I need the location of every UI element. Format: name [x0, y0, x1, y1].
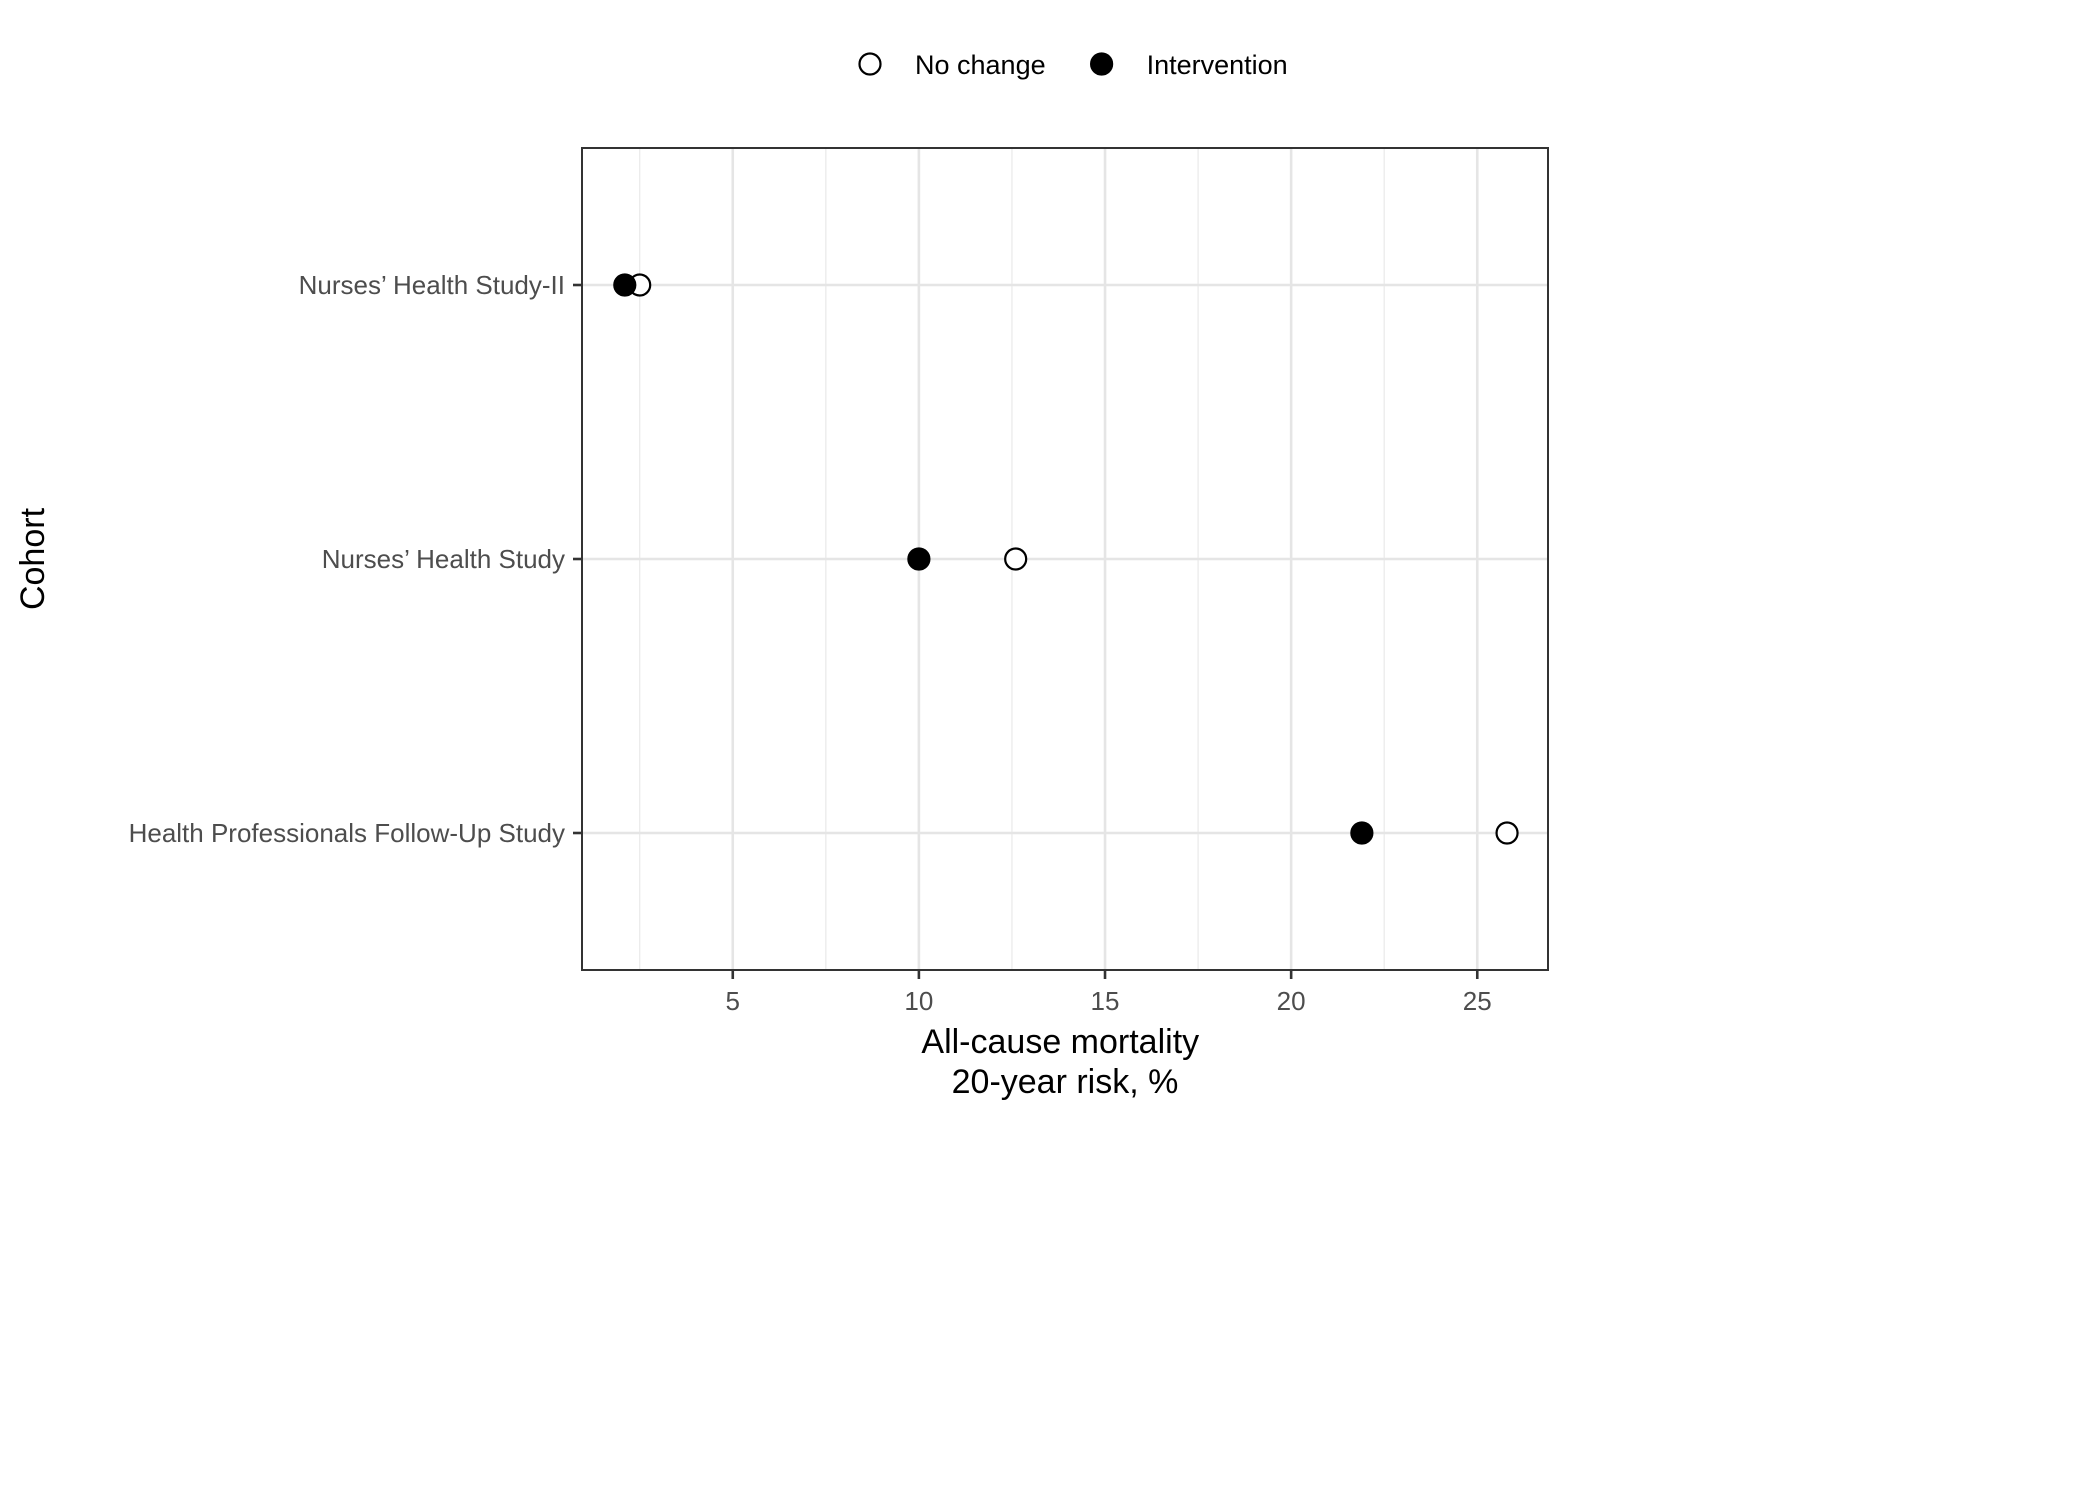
x-axis-title-line-1: All-cause mortality	[921, 1023, 1199, 1061]
y-tick-label: Health Professionals Follow-Up Study	[129, 818, 565, 848]
x-tick-label: 15	[1091, 986, 1120, 1016]
x-axis: 5 10 15 20 25	[726, 970, 1492, 1016]
y-axis: Nurses’ Health Study-II Nurses’ Health St…	[129, 270, 582, 848]
legend-key-no-change	[858, 52, 882, 76]
x-tick-label: 10	[904, 986, 933, 1016]
point-intervention	[907, 547, 931, 571]
legend: No change Intervention	[858, 50, 1288, 80]
point-no-change	[1004, 547, 1028, 571]
x-tick-label: 20	[1277, 986, 1306, 1016]
data-points	[613, 273, 1519, 845]
x-axis-title-line-2: 20-year risk, %	[952, 1063, 1179, 1101]
point-intervention	[613, 273, 637, 297]
legend-item-no-change: No change	[858, 50, 1046, 80]
legend-item-intervention: Intervention	[1090, 50, 1288, 80]
dot-plot-chart: No change Intervention Nurses’ Health Stu…	[14, 50, 1549, 1101]
y-tick-label: Nurses’ Health Study	[322, 544, 565, 574]
x-tick-label: 25	[1463, 986, 1492, 1016]
legend-label: No change	[915, 50, 1046, 80]
x-tick-label: 5	[726, 986, 740, 1016]
y-tick-label: Nurses’ Health Study-II	[299, 270, 565, 300]
chart-figure: No change Intervention Nurses’ Health Stu…	[14, 50, 1549, 1101]
point-intervention	[1350, 821, 1374, 845]
point-no-change	[1495, 821, 1519, 845]
x-axis-title: All-cause mortality 20-year risk, %	[921, 1023, 1208, 1101]
legend-key-intervention	[1090, 52, 1114, 76]
y-axis-title: Cohort	[14, 507, 52, 610]
legend-label: Intervention	[1147, 50, 1288, 80]
grid-lines	[582, 148, 1548, 970]
